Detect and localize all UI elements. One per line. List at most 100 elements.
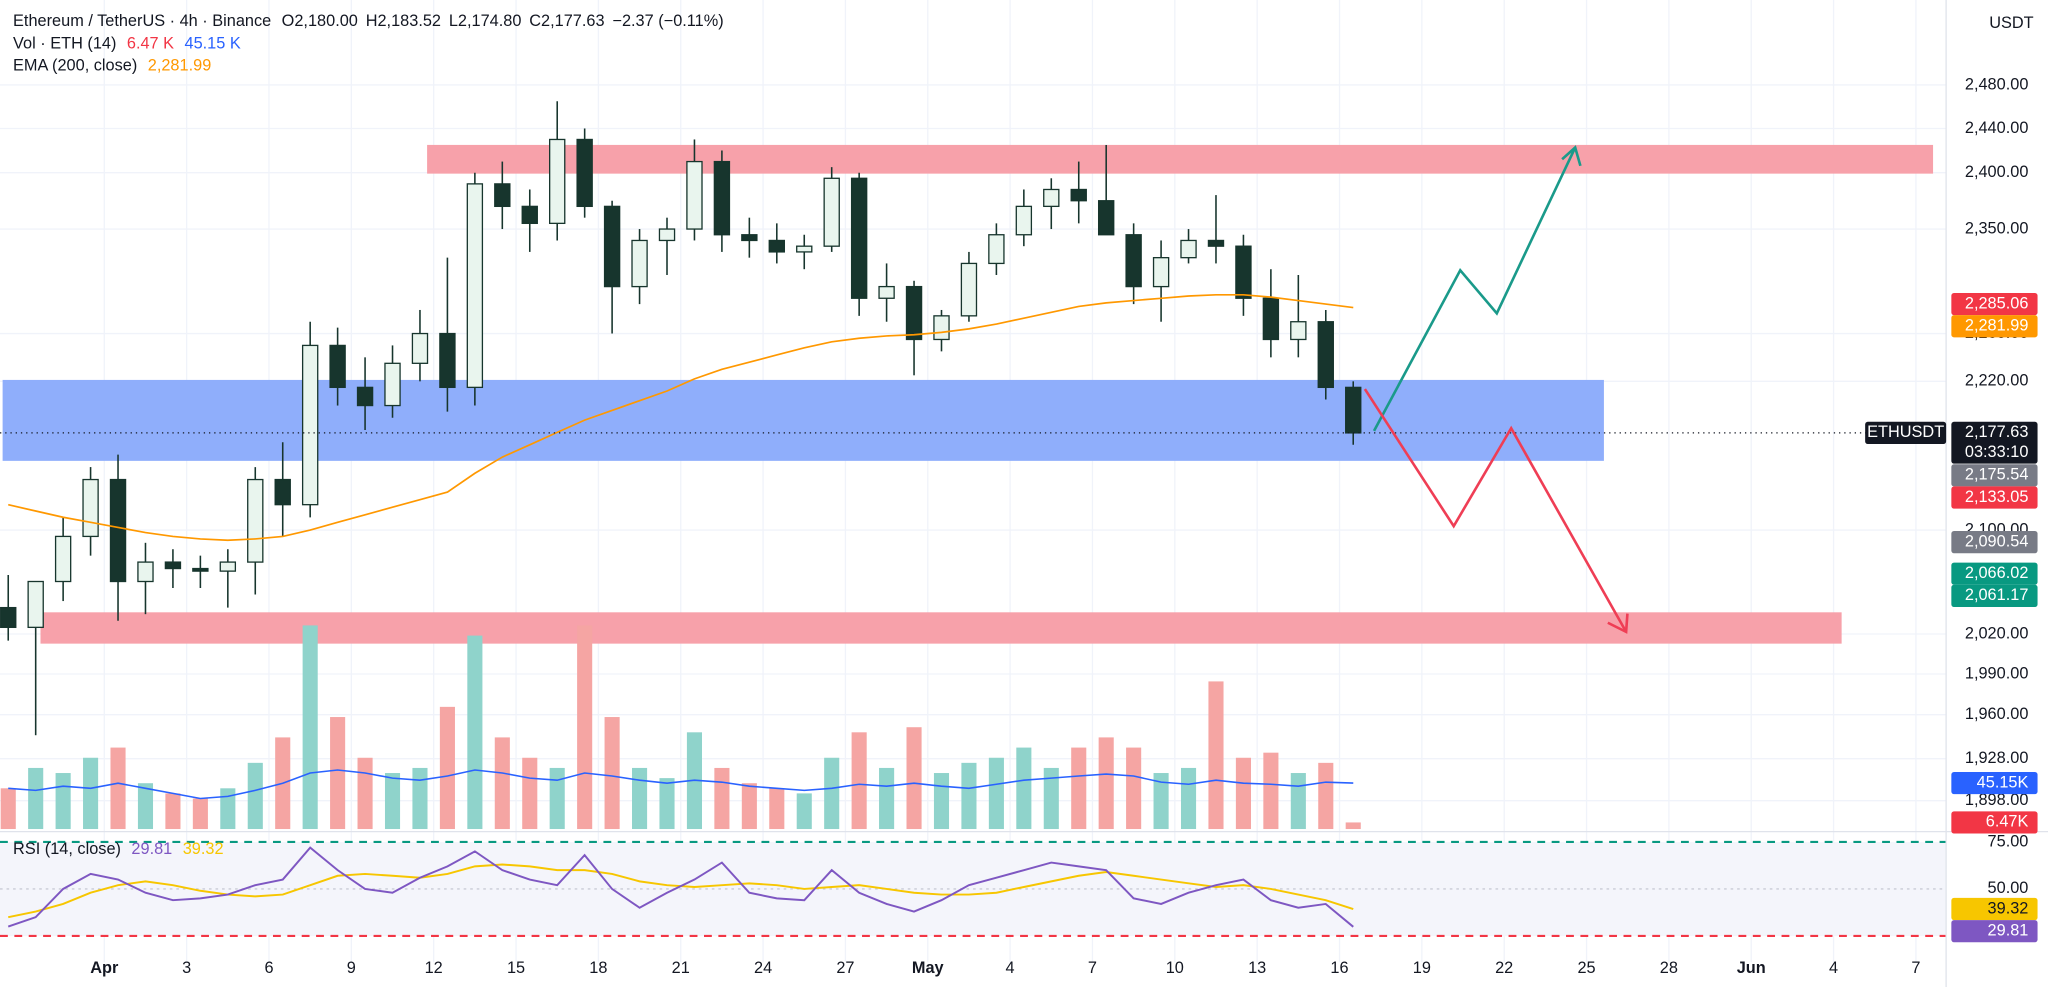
volume-bar xyxy=(604,717,620,830)
volume-bar xyxy=(0,788,16,830)
rsi-tick-label: 50.00 xyxy=(1988,879,2029,897)
price-label: 39.32 xyxy=(1988,899,2029,917)
rsi-last: 29.81 xyxy=(131,840,172,858)
arrow-head xyxy=(1607,613,1629,634)
y-tick-label: 1,960.00 xyxy=(1965,705,2029,723)
price-label-box xyxy=(1951,486,2038,509)
x-tick-label: Apr xyxy=(90,959,119,977)
volume-bar xyxy=(83,757,99,830)
price-label-box xyxy=(1951,562,2038,585)
candle-body xyxy=(878,285,895,299)
price-label-box xyxy=(1951,464,2038,487)
candle-body xyxy=(1262,297,1280,341)
volume-bar xyxy=(247,762,263,830)
candle-body xyxy=(823,177,840,247)
volume-bar xyxy=(384,773,401,830)
candle-body xyxy=(356,386,374,407)
x-tick-label: 19 xyxy=(1413,959,1431,977)
price-label: 6.47K xyxy=(1986,813,2029,831)
volume-bar xyxy=(1126,747,1142,830)
vol-title: Vol · ETH (14) xyxy=(13,35,116,53)
candle-body xyxy=(1015,205,1033,236)
y-tick-label: 2,440.00 xyxy=(1965,119,2029,137)
candle-body xyxy=(1180,239,1197,259)
candle-body xyxy=(741,234,758,242)
candle-body xyxy=(274,478,291,506)
price-label: 2,177.63 xyxy=(1965,423,2029,441)
volume-bar xyxy=(467,635,483,830)
candle-body xyxy=(713,160,731,236)
x-tick-label: 21 xyxy=(672,959,690,977)
x-tick-label: 9 xyxy=(347,959,356,977)
candle-body xyxy=(850,177,868,299)
countdown: 03:33:10 xyxy=(1965,443,2029,461)
volume-bar xyxy=(412,767,428,830)
volume-bar xyxy=(1071,747,1087,830)
price-label: 2,133.05 xyxy=(1965,488,2029,506)
currency: USDT xyxy=(1989,14,2033,32)
price-label: 2,090.54 xyxy=(1965,532,2029,550)
support-zone xyxy=(2,379,1604,461)
price-label-box xyxy=(1951,897,2038,921)
ema-title: EMA (200, close) xyxy=(13,57,137,75)
candle-body xyxy=(933,315,950,341)
vol-last: 6.47 K xyxy=(127,35,174,53)
volume-bar xyxy=(906,727,922,830)
x-tick-label: 25 xyxy=(1577,959,1595,977)
volume-ma xyxy=(8,769,1354,800)
volume-bar xyxy=(165,793,181,830)
volume-bar xyxy=(1098,737,1114,830)
y-tick-label: 1,928.00 xyxy=(1965,749,2029,767)
candle-body xyxy=(1235,245,1252,299)
candle-body xyxy=(219,561,237,572)
candle-body xyxy=(82,478,99,538)
volume-bar xyxy=(439,706,455,830)
candle-body xyxy=(411,332,429,364)
volume-bar xyxy=(741,783,757,830)
candle-body xyxy=(631,239,648,288)
candle-body xyxy=(521,205,538,225)
candle-body xyxy=(1317,321,1334,389)
volume-bar xyxy=(1043,767,1059,830)
volume-bar xyxy=(714,767,730,830)
x-tick-label: May xyxy=(912,959,944,977)
price-label: 2,285.06 xyxy=(1965,294,2029,312)
candle-body xyxy=(603,205,621,288)
price-label-box xyxy=(1951,421,2038,464)
x-tick-label: 16 xyxy=(1330,959,1348,977)
high: H2,183.52 xyxy=(366,13,441,31)
volume-bar xyxy=(1016,747,1032,830)
volume-bar xyxy=(851,732,867,830)
candle-body xyxy=(109,478,127,583)
candle-body xyxy=(686,160,703,230)
volume-bar xyxy=(632,767,648,830)
candle-body xyxy=(1070,188,1087,202)
price-label: 2,066.02 xyxy=(1965,564,2029,582)
bullish-projection xyxy=(1372,146,1577,432)
candle-body xyxy=(192,567,209,572)
volume-bar xyxy=(961,762,977,830)
volume-bar xyxy=(1290,773,1306,830)
candle-body xyxy=(549,138,566,225)
legend-volume: Vol · ETH (14) 6.47 K 45.15 K xyxy=(13,35,241,53)
volume-bar xyxy=(302,625,318,830)
candle-body xyxy=(1125,234,1142,288)
volume-bar xyxy=(1345,822,1361,830)
x-tick-label: Jun xyxy=(1737,959,1766,977)
candle-body xyxy=(1043,188,1060,208)
target-zone xyxy=(40,612,1842,644)
y-tick-label: 1,990.00 xyxy=(1965,664,2029,682)
volume-bar xyxy=(549,767,565,830)
legend-ema: EMA (200, close) 2,281.99 xyxy=(13,57,211,75)
x-tick-label: 10 xyxy=(1166,959,1184,977)
price-label-box xyxy=(1951,771,2038,795)
volume-bar xyxy=(879,767,895,830)
volume-bar xyxy=(796,793,812,830)
candle-body xyxy=(54,535,72,583)
x-tick-label: 15 xyxy=(507,959,525,977)
volume-bar xyxy=(522,757,538,830)
volume-bar xyxy=(357,757,373,830)
legend-main: Ethereum / TetherUS · 4h · Binance O2,180… xyxy=(13,13,724,31)
volume-bar xyxy=(220,788,236,830)
price-label-box xyxy=(1951,584,2038,607)
